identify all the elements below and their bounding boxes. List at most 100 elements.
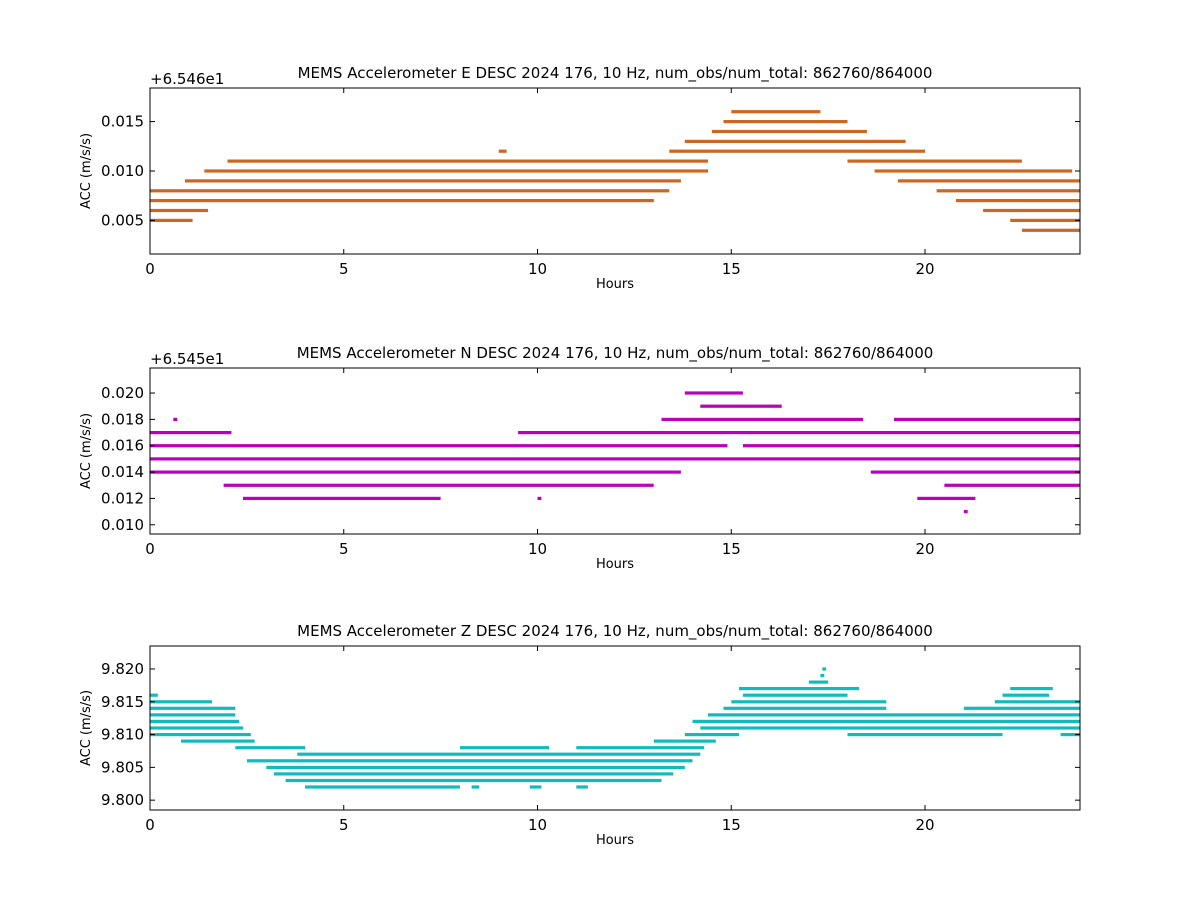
data-band-11-1 xyxy=(708,713,1080,717)
data-band-4-0 xyxy=(246,759,693,763)
y-axis-label: ACC (m/s/s) xyxy=(79,690,94,766)
data-band-5-0 xyxy=(297,752,701,756)
chart-title: MEMS Accelerometer E DESC 2024 176, 10 H… xyxy=(298,64,933,83)
data-band-1-1 xyxy=(1010,218,1080,222)
data-band-7-2 xyxy=(894,417,1080,421)
data-band-1-0 xyxy=(243,496,441,500)
y-tick-label: 9.805 xyxy=(101,758,144,776)
data-band-7-1 xyxy=(661,417,863,421)
data-band-6-0 xyxy=(235,746,306,750)
x-tick-label: 10 xyxy=(528,816,547,834)
data-band-1-0 xyxy=(285,778,662,783)
data-band-7-1 xyxy=(653,739,716,743)
y-tick-label: 9.810 xyxy=(101,726,144,744)
data-band-2-0 xyxy=(223,483,654,487)
data-band-14-2 xyxy=(1002,693,1049,697)
data-band-0-0 xyxy=(1021,228,1080,232)
data-band-4-0 xyxy=(150,189,670,193)
x-tick-label: 5 xyxy=(339,540,349,558)
x-tick-label: 15 xyxy=(722,816,741,834)
data-band-6-2 xyxy=(576,746,705,750)
data-band-5-0 xyxy=(150,444,728,448)
data-band-12-1 xyxy=(723,706,887,710)
x-axis-label: Hours xyxy=(596,833,634,848)
x-tick-label: 10 xyxy=(528,540,547,558)
chart-panel-2: 0 5 10 15 20 9.800 9.805 9.810 9.815 9.820 MEMS Ac… xyxy=(79,622,1081,848)
data-band-2-1 xyxy=(983,208,1080,213)
data-band-2-0 xyxy=(274,772,674,776)
data-band-9-1 xyxy=(700,726,1081,730)
y-tick-label: 0.010 xyxy=(101,516,144,534)
data-band-2-0 xyxy=(150,208,209,213)
y-tick-label: 0.016 xyxy=(101,437,144,455)
data-series xyxy=(150,667,1081,789)
y-axis-label: ACC (m/s/s) xyxy=(79,413,94,489)
data-series xyxy=(150,391,1081,514)
chart-title: MEMS Accelerometer Z DESC 2024 176, 10 H… xyxy=(297,622,933,641)
data-band-15-1 xyxy=(1010,687,1053,691)
chart-title: MEMS Accelerometer N DESC 2024 176, 10 H… xyxy=(297,344,934,363)
x-tick-label: 0 xyxy=(145,260,155,278)
y-tick-label: 0.018 xyxy=(101,410,144,428)
data-band-4-1 xyxy=(936,189,1080,193)
chart-panel-0: 0 5 10 15 20 0.005 0.010 0.015 MEMS Acceleromete… xyxy=(79,64,1081,292)
y-tick-label: 0.005 xyxy=(101,211,144,229)
data-band-8-0 xyxy=(150,733,251,737)
data-band-7-0 xyxy=(181,739,255,743)
data-band-5-0 xyxy=(184,179,681,183)
data-band-6-0 xyxy=(204,169,709,173)
y-tick-label: 0.014 xyxy=(101,463,144,481)
data-band-1-0 xyxy=(150,218,193,222)
data-band-6-1 xyxy=(460,746,550,750)
data-band-14-1 xyxy=(742,693,848,697)
data-band-9-0 xyxy=(150,726,243,730)
data-band-8-0 xyxy=(700,404,782,408)
data-band-12-2 xyxy=(963,706,1081,710)
data-band-16-0 xyxy=(808,680,829,684)
data-band-13-0 xyxy=(150,700,212,704)
data-band-18-0 xyxy=(822,667,827,671)
data-series xyxy=(150,110,1080,232)
data-band-15-0 xyxy=(739,687,860,691)
plot-frame xyxy=(149,645,1081,811)
data-band-8-1 xyxy=(669,149,926,153)
data-band-8-0 xyxy=(498,149,507,153)
data-band-6-0 xyxy=(150,431,232,435)
data-band-10-0 xyxy=(150,719,240,723)
data-band-7-0 xyxy=(227,159,708,163)
x-tick-label: 0 xyxy=(145,816,155,834)
data-band-3-0 xyxy=(150,470,681,474)
data-band-1-1 xyxy=(537,496,542,500)
data-band-3-0 xyxy=(150,199,654,203)
x-tick-label: 5 xyxy=(339,260,349,278)
data-band-11-0 xyxy=(150,713,236,717)
data-band-13-1 xyxy=(731,700,887,704)
data-band-13-2 xyxy=(994,700,1081,704)
data-band-5-1 xyxy=(742,444,1080,448)
data-band-6-1 xyxy=(874,169,1073,173)
y-tick-label: 9.815 xyxy=(101,693,144,711)
data-band-11-0 xyxy=(723,120,848,124)
x-tick-label: 10 xyxy=(528,260,547,278)
data-band-7-0 xyxy=(173,417,178,421)
x-tick-label: 15 xyxy=(722,260,741,278)
data-band-8-3 xyxy=(1060,733,1080,737)
data-band-0-0 xyxy=(305,785,460,789)
data-band-2-1 xyxy=(944,483,1080,487)
data-band-17-0 xyxy=(820,673,825,678)
data-band-3-1 xyxy=(956,199,1080,203)
axis-offset-label: +6.546e1 xyxy=(150,70,224,88)
data-band-14-0 xyxy=(150,693,158,697)
data-band-3-1 xyxy=(870,470,1081,474)
data-band-0-2 xyxy=(529,785,542,789)
x-tick-label: 5 xyxy=(339,816,349,834)
data-band-8-1 xyxy=(684,733,739,737)
x-tick-label: 15 xyxy=(722,540,741,558)
x-axis-label: Hours xyxy=(596,557,634,572)
data-band-5-1 xyxy=(897,179,1080,183)
axis-offset-label: +6.545e1 xyxy=(150,350,224,368)
data-band-10-0 xyxy=(711,129,867,134)
data-band-7-1 xyxy=(847,159,1022,163)
y-tick-label: 0.010 xyxy=(101,162,144,180)
